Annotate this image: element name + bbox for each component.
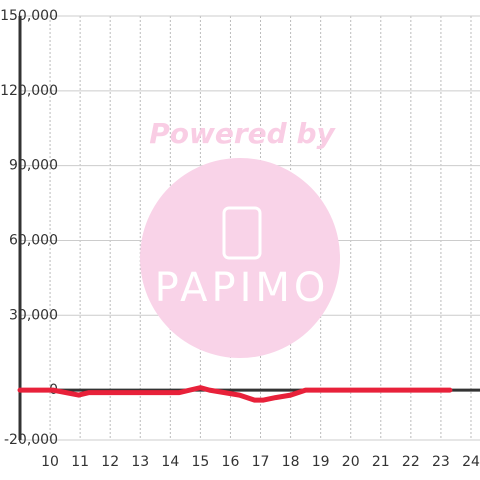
watermark-icon: [222, 206, 262, 260]
x-tick-label: 12: [101, 454, 119, 470]
x-tick-label: 19: [312, 454, 330, 470]
x-tick-label: 24: [462, 454, 480, 470]
watermark: Powered by PAPIMO: [140, 117, 340, 358]
x-tick-label: 15: [191, 454, 209, 470]
x-tick-label: 17: [252, 454, 270, 470]
x-tick-label: 11: [71, 454, 89, 470]
line: [17, 385, 453, 403]
x-tick-label: 21: [372, 454, 390, 470]
x-tick-label: 16: [222, 454, 240, 470]
y-tick-label: 60,000: [9, 232, 58, 248]
y-tick-label: 90,000: [9, 158, 58, 174]
watermark-logo: PAPIMO: [155, 265, 330, 311]
x-tick-label: 23: [432, 454, 450, 470]
x-tick-label: 18: [282, 454, 300, 470]
x-tick-label: 10: [41, 454, 59, 470]
watermark-text: Powered by: [149, 117, 336, 150]
x-tick-label: 14: [161, 454, 179, 470]
y-tick-label: -20,000: [4, 432, 58, 448]
y-tick-label: 150,000: [0, 8, 58, 24]
x-tick-label: 13: [131, 454, 149, 470]
x-tick-label: 22: [402, 454, 420, 470]
y-tick-label: 30,000: [9, 307, 58, 323]
x-tick-label: 20: [342, 454, 360, 470]
y-tick-label: 120,000: [0, 83, 58, 99]
